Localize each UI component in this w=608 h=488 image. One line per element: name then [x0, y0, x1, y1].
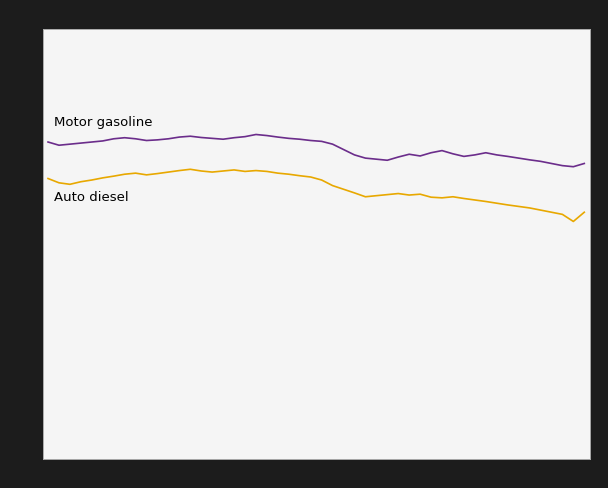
Text: Motor gasoline: Motor gasoline	[54, 116, 152, 129]
Text: Auto diesel: Auto diesel	[54, 191, 128, 204]
